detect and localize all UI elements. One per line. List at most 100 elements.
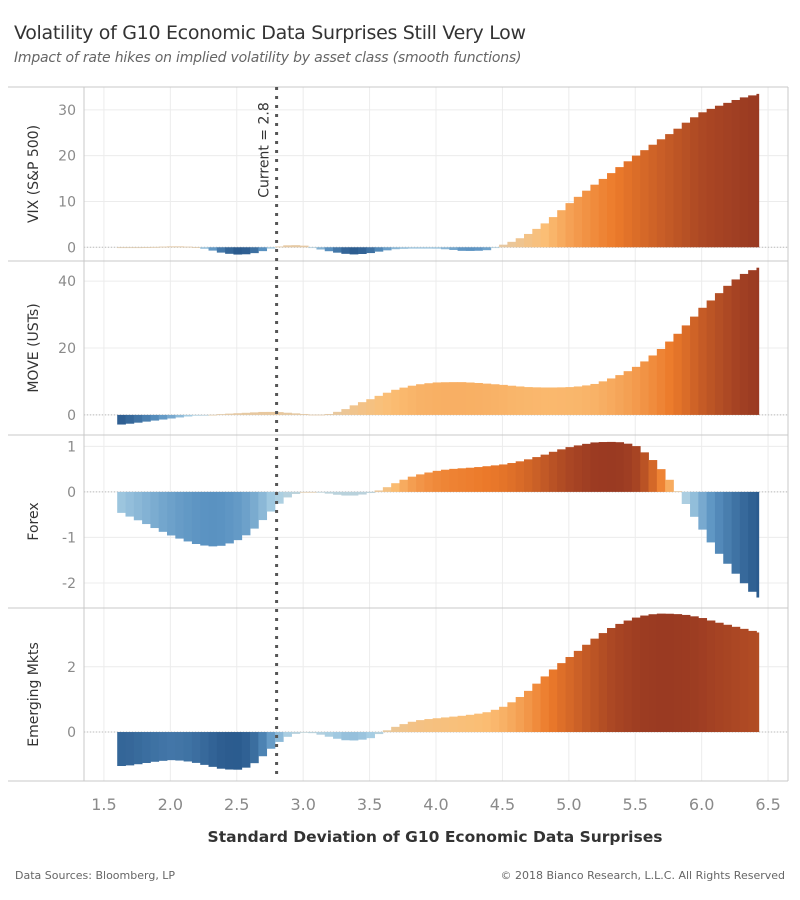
y-tick-label: 30 <box>58 103 76 119</box>
bar <box>507 463 517 492</box>
bar <box>407 385 417 415</box>
bar <box>349 732 359 741</box>
bar <box>490 465 500 492</box>
bar <box>706 620 716 733</box>
bar <box>607 441 616 492</box>
bar <box>723 102 732 248</box>
y-tick-label: 0 <box>67 725 76 741</box>
bar <box>723 491 732 564</box>
bar <box>490 247 500 249</box>
bar <box>349 491 359 496</box>
bar <box>299 245 309 248</box>
bar <box>457 382 467 415</box>
x-tick-label: 3.5 <box>357 795 382 814</box>
bar <box>582 385 591 415</box>
bar <box>656 613 666 733</box>
current-marker-label: Current = 2.8 <box>257 102 273 197</box>
bar <box>590 638 600 733</box>
bar <box>698 112 708 248</box>
footer-copyright: © 2018 Bianco Research, L.L.C. All Right… <box>500 869 785 882</box>
bar <box>665 479 674 492</box>
bar <box>615 442 625 492</box>
bar <box>706 108 716 248</box>
bar <box>416 384 425 415</box>
y-tick-label: -2 <box>62 576 76 592</box>
bar <box>200 247 209 249</box>
bar <box>524 690 533 733</box>
bar <box>399 387 409 415</box>
bar <box>482 712 492 733</box>
bar <box>316 491 326 493</box>
x-tick-label: 2.0 <box>158 795 183 814</box>
bar <box>573 386 583 415</box>
bar <box>681 325 691 415</box>
bar <box>208 491 218 547</box>
bar <box>540 223 550 248</box>
bar <box>698 307 708 415</box>
bar <box>233 247 243 255</box>
bar <box>150 732 160 762</box>
bar <box>416 247 425 249</box>
bar <box>648 355 658 415</box>
y-tick-label: 1 <box>67 439 76 455</box>
bar <box>490 709 500 733</box>
bar <box>482 247 492 251</box>
bar <box>191 732 201 763</box>
y-tick-label: 0 <box>67 485 76 501</box>
bar <box>142 491 151 525</box>
annotation-layer: Current = 2.8 <box>257 87 279 777</box>
bar <box>241 247 251 255</box>
bar <box>457 715 467 733</box>
bar <box>266 491 276 512</box>
bar <box>640 150 649 248</box>
bar <box>308 732 317 734</box>
bar <box>200 414 209 416</box>
bar <box>150 246 160 248</box>
bar <box>548 451 558 492</box>
bar <box>590 184 600 248</box>
bar <box>690 616 699 733</box>
bar <box>117 414 126 425</box>
bar <box>374 247 384 252</box>
bar <box>623 443 633 492</box>
x-axis-label: Standard Deviation of G10 Economic Data … <box>208 828 663 846</box>
bar <box>465 382 475 415</box>
bar <box>283 491 292 498</box>
bar <box>673 333 683 415</box>
bar <box>474 467 483 492</box>
bar <box>598 381 608 415</box>
bar <box>133 247 143 249</box>
bar <box>416 474 425 492</box>
bar <box>183 491 193 542</box>
bar <box>482 466 492 492</box>
bar <box>266 247 276 249</box>
bar <box>681 491 691 505</box>
bar <box>615 167 625 248</box>
bar <box>291 413 301 415</box>
y-tick-label: 20 <box>58 341 76 357</box>
bar <box>432 247 442 249</box>
bar <box>349 405 359 415</box>
bar <box>648 144 658 248</box>
bar <box>465 247 475 251</box>
bar <box>499 244 508 248</box>
bar <box>681 122 691 248</box>
bar <box>756 491 760 598</box>
x-tick-label: 1.5 <box>91 795 116 814</box>
bar <box>640 452 649 492</box>
bar <box>515 238 525 248</box>
bar <box>133 414 143 423</box>
bar <box>349 247 359 255</box>
bar <box>598 178 608 248</box>
bar <box>266 732 276 749</box>
bar <box>391 483 400 492</box>
bar <box>748 95 757 248</box>
bar <box>200 491 209 546</box>
bar <box>548 387 558 415</box>
bar <box>291 732 301 734</box>
bar <box>565 203 575 248</box>
bar <box>449 382 458 415</box>
bar <box>507 702 517 733</box>
bar <box>449 247 458 250</box>
